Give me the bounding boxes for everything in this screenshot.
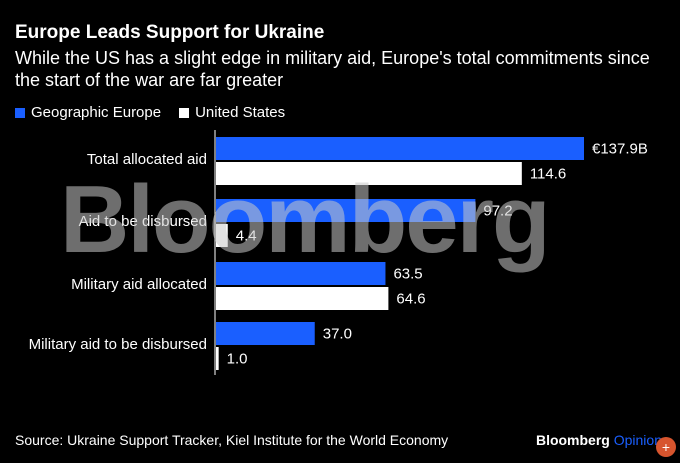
data-label-us: 114.6 (530, 166, 566, 183)
legend-item-europe: Geographic Europe (15, 104, 161, 121)
legend-label-us: United States (195, 104, 286, 121)
legend-swatch-europe (15, 107, 25, 118)
bar-europe (216, 322, 315, 345)
legend-swatch-us (179, 107, 190, 118)
source-note: Source: Ukraine Support Tracker, Kiel In… (15, 432, 449, 448)
bar-us (216, 287, 389, 310)
bar-europe (216, 262, 386, 285)
data-label-europe: €137.9B (592, 141, 648, 158)
data-label-us: 64.6 (396, 291, 425, 308)
data-label-europe: 97.2 (483, 203, 512, 220)
category-label: Aid to be disbursed (79, 213, 207, 230)
chart-subtitle: While the US has a slight edge in milita… (15, 48, 650, 90)
data-label-europe: 37.0 (323, 326, 352, 343)
category-label: Military aid allocated (71, 276, 207, 293)
category-label: Military aid to be disbursed (29, 336, 207, 353)
brand-suffix: Opinion (613, 432, 662, 448)
bar-us (216, 347, 219, 370)
bar-us (216, 224, 228, 247)
data-label-europe: 63.5 (393, 266, 422, 283)
category-label: Total allocated aid (87, 151, 207, 168)
legend: Geographic Europe United States (15, 104, 285, 121)
legend-item-us: United States (179, 104, 285, 121)
bar-us (216, 162, 522, 185)
bar-europe (216, 199, 476, 222)
brand-logo: Bloomberg Opinion (536, 432, 662, 448)
bar-europe (216, 137, 584, 160)
data-label-us: 4.4 (236, 228, 257, 245)
legend-label-europe: Geographic Europe (31, 104, 162, 121)
chart-title: Europe Leads Support for Ukraine (15, 22, 325, 43)
brand-name: Bloomberg (535, 432, 610, 448)
zoom-in-icon[interactable]: + (656, 437, 676, 457)
data-label-us: 1.0 (227, 351, 248, 368)
